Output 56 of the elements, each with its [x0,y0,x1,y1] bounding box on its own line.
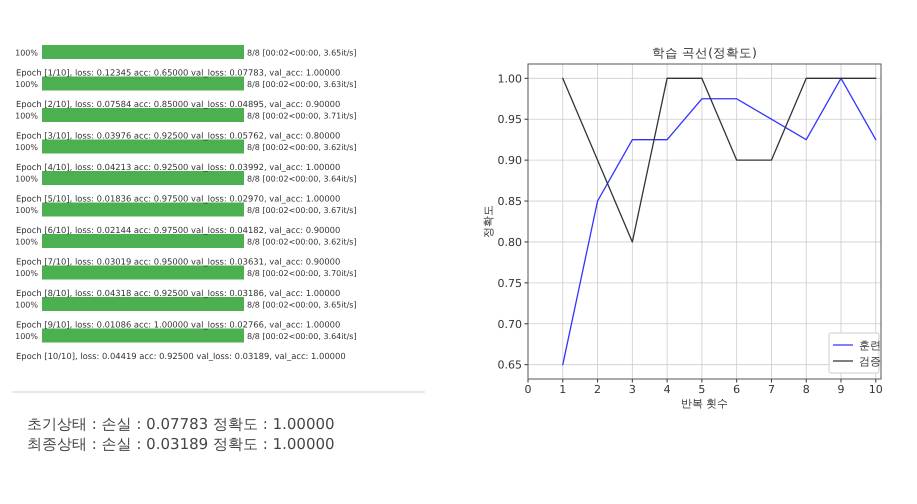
text: 100% [15,48,38,58]
text: 100% [15,143,38,152]
x-tick-label: 9 [838,383,845,396]
text: Epoch [7/10], loss: 0.03019 acc: 0.95000 val_loss: 0.03631, val_acc: 0.90000 [16,256,340,266]
y-tick-label: 0.85 [498,195,522,208]
x-tick-label: 7 [768,383,775,396]
x-tick-label: 2 [594,383,602,396]
text: 8/8 [00:02<00:00, 3.64it/s] [247,174,357,184]
text: 8/8 [00:02<00:00, 3.65it/s] [247,48,357,58]
y-tick-label: 0.80 [498,236,522,249]
y-tick-label: 0.75 [498,276,522,290]
text: 8/8 [00:02<00:00, 3.71it/s] [247,112,357,120]
text: 8/8 [00:02<00:00, 3.65it/s] [247,300,357,310]
x-tick-label: 4 [664,383,671,396]
y-axis-title: 정확도 [482,205,495,238]
x-tick-label: 8 [802,383,810,396]
text: Epoch [10/10], loss: 0.04419 acc: 0.92500 val_loss: 0.03189, val_acc: 1.00000 [16,351,346,361]
text: 100% [15,332,38,341]
x-tick-label: 3 [628,383,636,396]
y-tick-label: 0.90 [498,154,522,168]
text: 100% [15,112,38,120]
text: 8/8 [00:02<00:00, 3.67it/s] [247,206,357,215]
text: 8/8 [00:02<00:00, 3.70it/s] [247,269,357,278]
text: Epoch [9/10], loss: 0.01086 acc: 1.00000 val_loss: 0.02766, val_acc: 1.00000 [16,320,340,330]
text: 8/8 [00:02<00:00, 3.62it/s] [247,143,357,152]
text: Epoch [5/10], loss: 0.01836 acc: 0.97500 val_loss: 0.02970, val_acc: 1.00000 [16,194,340,204]
text: Epoch [3/10], loss: 0.03976 acc: 0.92500 val_loss: 0.05762, val_acc: 0.80000 [16,130,340,140]
text: Epoch [1/10], loss: 0.12345 acc: 0.65000 val_loss: 0.07783, val_acc: 1.00000 [16,68,340,78]
text: 8/8 [00:02<00:00, 3.62it/s] [247,238,357,246]
text: 100% [15,300,38,310]
y-tick-label: 1.00 [498,72,522,86]
y-tick-label: 0.95 [498,113,522,126]
text: 8/8 [00:02<00:00, 3.64it/s] [247,332,357,341]
legend-label: 검증 [859,355,881,368]
x-tick-label: 5 [698,383,706,396]
y-tick-label: 0.70 [498,318,522,331]
text: 100% [15,238,38,246]
y-tick-label: 0.65 [498,358,522,372]
legend-label: 훈련 [859,339,881,352]
chart-title: 학습 곡선(정확도) [652,45,757,60]
text: 100% [15,80,38,89]
text: Epoch [2/10], loss: 0.07584 acc: 0.85000 val_loss: 0.04895, val_acc: 0.90000 [16,99,340,109]
text: 100% [15,174,38,184]
x-tick-label: 6 [733,383,740,396]
x-axis-title: 반복 횟수 [680,397,728,410]
text: Epoch [6/10], loss: 0.02144 acc: 0.97500 val_loss: 0.04182, val_acc: 0.90000 [16,225,340,235]
text: 최종상태 : 손실 : 0.03189 정확도 : 1.00000 [27,435,335,453]
text: Epoch [4/10], loss: 0.04213 acc: 0.92500 val_loss: 0.03992, val_acc: 1.00000 [16,162,340,172]
text: Epoch [8/10], loss: 0.04318 acc: 0.92500 val_loss: 0.03186, val_acc: 1.00000 [16,288,340,298]
text: 초기상태 : 손실 : 0.07783 정확도 : 1.00000 [27,415,335,433]
x-tick-label: 10 [868,383,883,396]
text: 100% [15,269,38,278]
text: 8/8 [00:02<00:00, 3.63it/s] [247,80,357,89]
text: 100% [15,206,38,215]
x-tick-label: 0 [524,383,532,396]
x-tick-label: 1 [559,383,566,396]
